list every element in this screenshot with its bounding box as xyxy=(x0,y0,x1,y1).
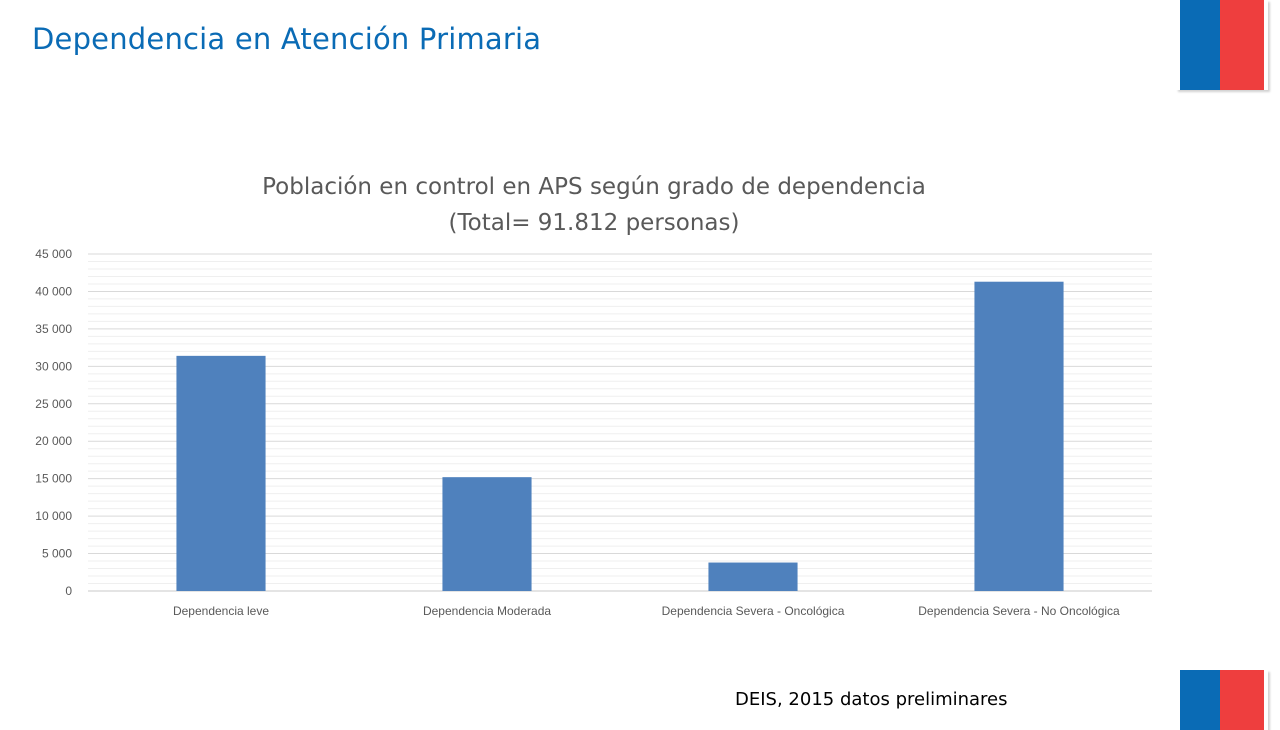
y-tick-label: 20 000 xyxy=(35,434,72,448)
bar xyxy=(974,281,1064,591)
slide-title: Dependencia en Atención Primaria xyxy=(32,22,542,56)
flag-red-stripe xyxy=(1220,0,1264,90)
x-category-label: Dependencia Severa - Oncológica xyxy=(662,604,845,618)
y-tick-label: 35 000 xyxy=(35,322,72,336)
bar xyxy=(176,355,266,591)
x-category-label: Dependencia leve xyxy=(173,604,269,618)
chile-flag-emblem-bottom xyxy=(1176,670,1268,730)
chile-flag-emblem-top xyxy=(1176,0,1268,90)
source-note: DEIS, 2015 datos preliminares xyxy=(735,689,1008,710)
x-category-label: Dependencia Severa - No Oncológica xyxy=(918,604,1120,618)
flag-blue-stripe xyxy=(1180,670,1220,730)
x-category-label: Dependencia Moderada xyxy=(423,604,551,618)
y-tick-label: 25 000 xyxy=(35,397,72,411)
y-tick-label: 5 000 xyxy=(42,547,72,561)
chart-subtitle: (Total= 91.812 personas) xyxy=(449,210,740,236)
bar xyxy=(442,477,532,591)
chart-title: Población en control en APS según grado … xyxy=(262,174,926,200)
y-tick-label: 30 000 xyxy=(35,359,72,373)
y-tick-label: 45 000 xyxy=(35,247,72,261)
y-tick-label: 0 xyxy=(65,584,72,598)
bars xyxy=(176,281,1064,591)
y-axis: 0 5 000 10 000 15 000 20 000 25 000 30 000 35 0… xyxy=(35,247,72,598)
flag-blue-stripe xyxy=(1180,0,1220,90)
x-axis: Dependencia leve Dependencia Moderada Depe… xyxy=(173,604,1120,618)
y-tick-label: 10 000 xyxy=(35,509,72,523)
flag-red-stripe xyxy=(1220,670,1264,730)
y-tick-label: 15 000 xyxy=(35,472,72,486)
bar xyxy=(708,562,798,591)
y-tick-label: 40 000 xyxy=(35,284,72,298)
